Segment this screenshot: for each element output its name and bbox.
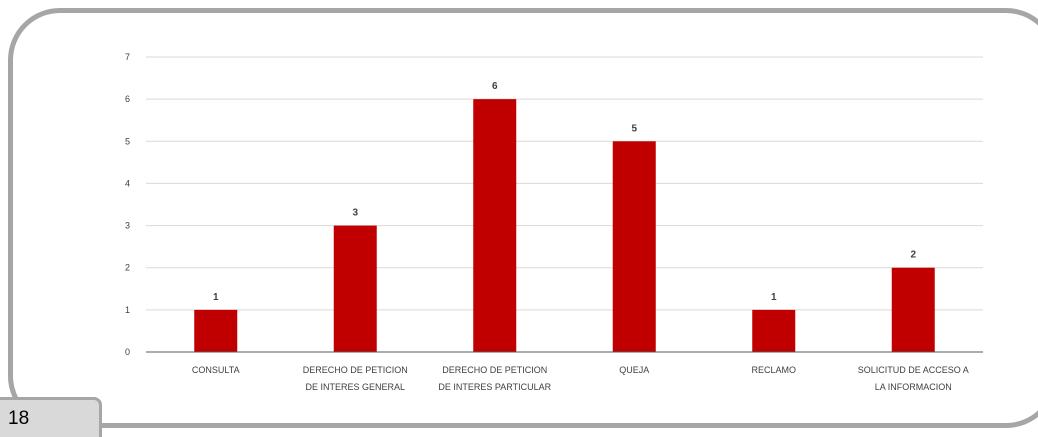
gridlines (146, 56, 983, 311)
bar (333, 225, 377, 352)
x-tick-label: DERECHO DE PETICION (303, 365, 408, 375)
x-tick-label: CONSULTA (192, 365, 240, 375)
chart-frame (8, 8, 1038, 428)
y-axis-ticks: 0 1 2 3 4 5 6 7 (125, 52, 130, 357)
x-tick-label: QUEJA (619, 365, 649, 375)
x-tick-label: DE INTERES PARTICULAR (438, 382, 551, 392)
x-tick-label: DERECHO DE PETICION (442, 365, 547, 375)
y-tick-label: 5 (125, 136, 130, 146)
data-label: 3 (352, 208, 358, 219)
y-tick-label: 3 (125, 221, 130, 231)
page-number-tab (0, 397, 102, 437)
y-tick-label: 1 (125, 305, 130, 315)
x-tick-label: RECLAMO (751, 365, 796, 375)
bars (194, 99, 935, 353)
data-label: 1 (213, 292, 219, 303)
y-tick-label: 7 (125, 52, 130, 62)
x-tick-label: LA INFORMACION (875, 382, 952, 392)
bar (473, 99, 517, 353)
data-label: 2 (910, 250, 916, 261)
data-label: 1 (771, 292, 777, 303)
bar (194, 309, 238, 352)
data-label: 6 (492, 81, 498, 92)
y-tick-label: 0 (125, 347, 130, 357)
x-tick-label: SOLICITUD DE ACCESO A (858, 365, 969, 375)
bar (891, 267, 935, 352)
x-tick-label: DE INTERES GENERAL (305, 382, 405, 392)
y-tick-label: 2 (125, 263, 130, 273)
data-labels: 1 3 6 5 1 2 (213, 81, 917, 303)
y-tick-label: 6 (125, 94, 130, 104)
bar (612, 141, 656, 352)
y-tick-label: 4 (125, 178, 130, 188)
page-number: 18 (8, 408, 30, 429)
data-label: 5 (631, 123, 637, 134)
x-axis-categories: CONSULTA DERECHO DE PETICION DE INTERES GE… (192, 365, 969, 392)
bar (752, 309, 796, 352)
